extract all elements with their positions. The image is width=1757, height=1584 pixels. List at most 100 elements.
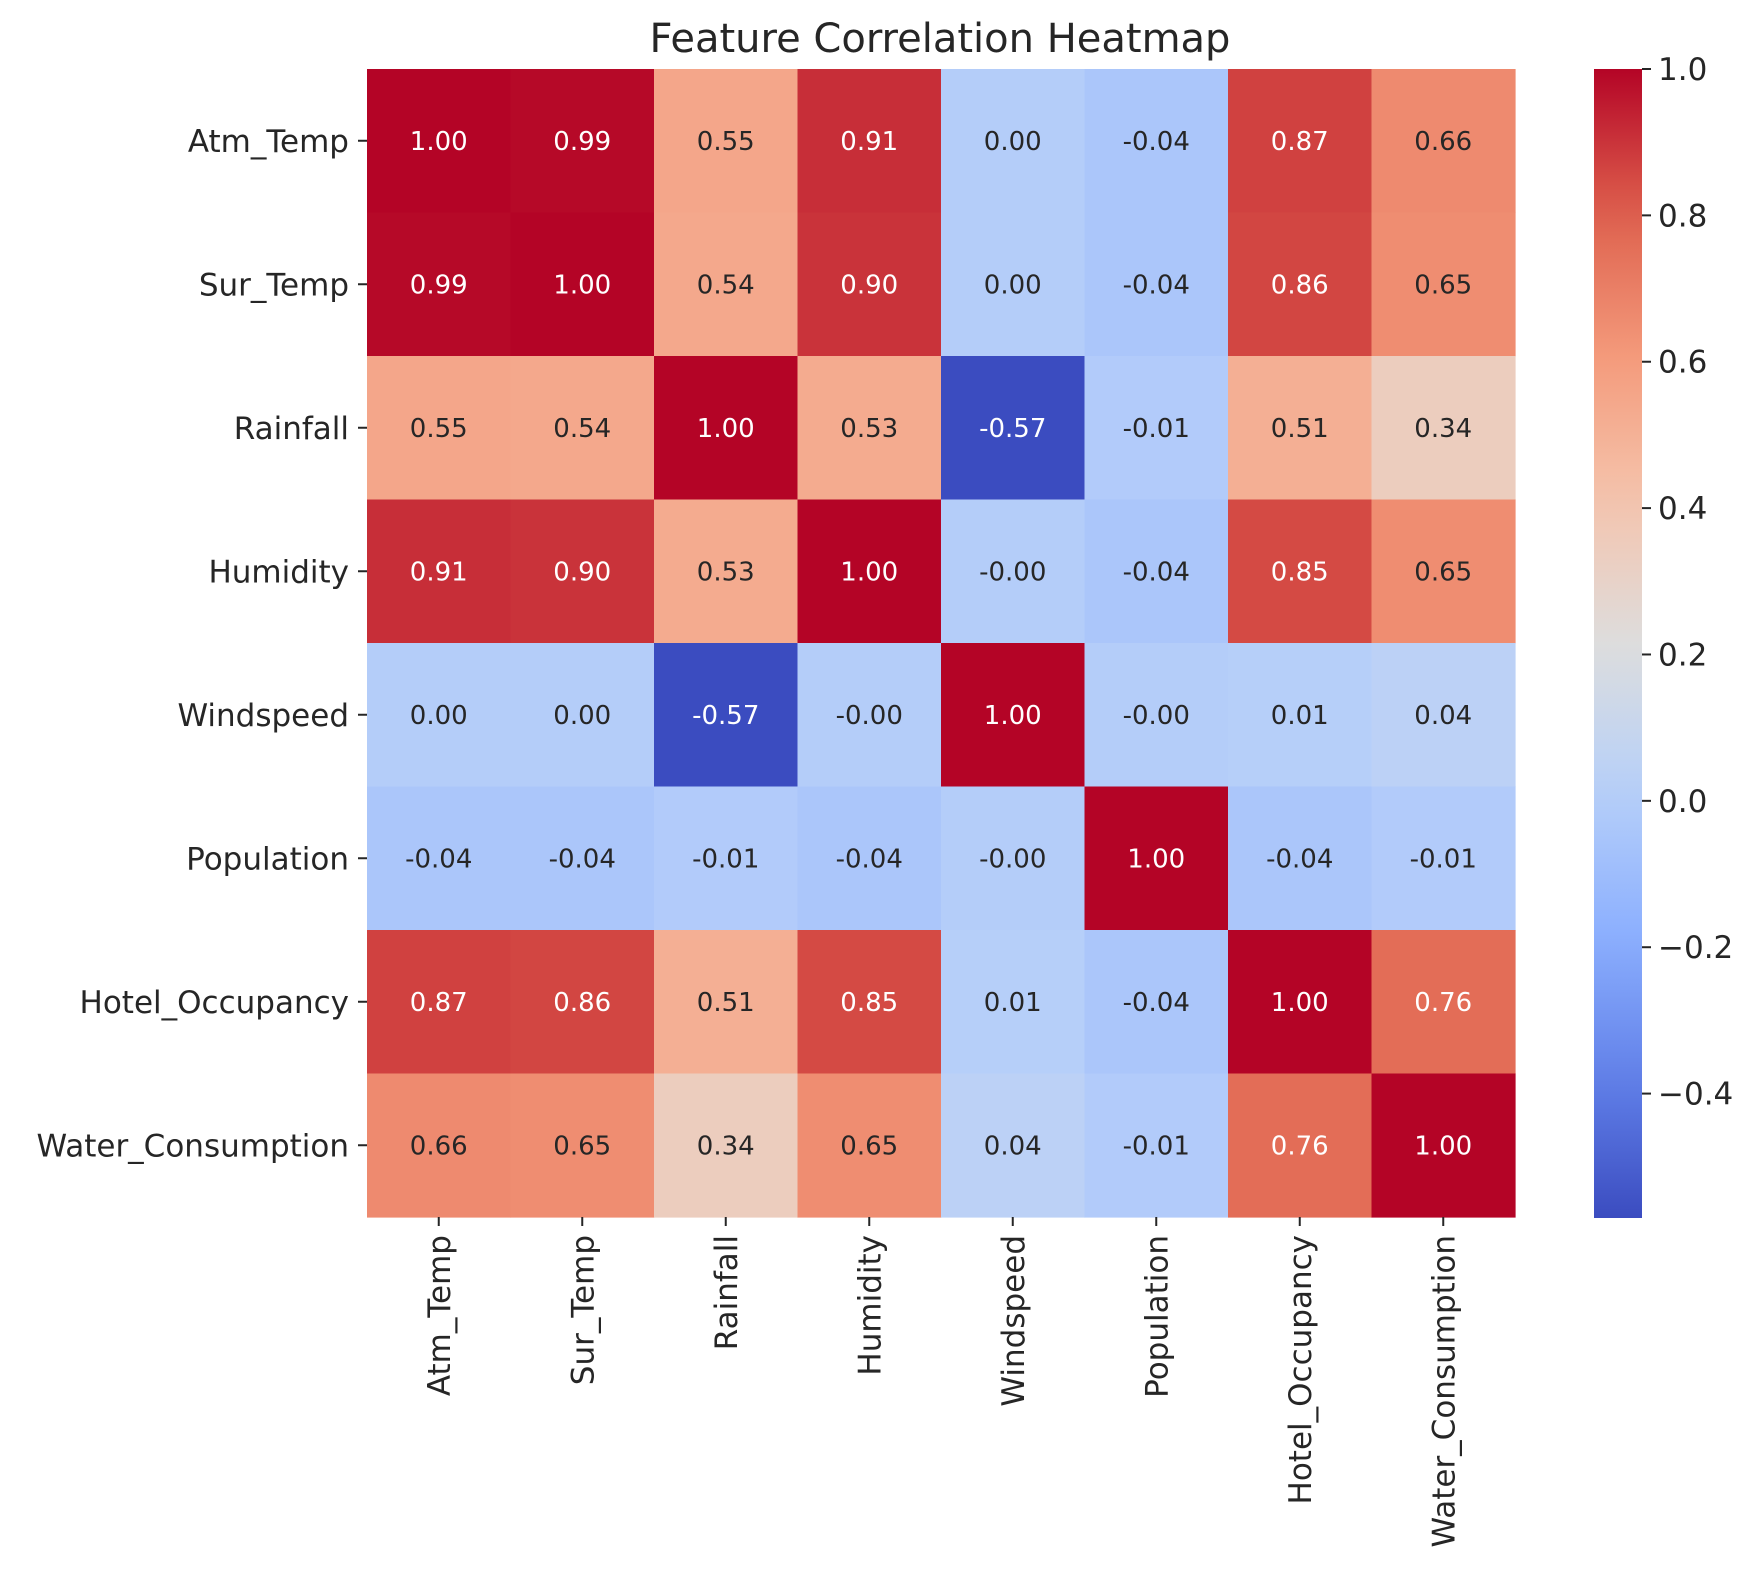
heatmap-cell [1084,1073,1229,1218]
cell-value-label: 0.01 [984,988,1042,1018]
y-tick-label: Water_Consumption [37,1128,349,1164]
cell-value-label: 0.99 [553,127,611,157]
heatmap-cell [510,786,655,931]
cell-value-label: 0.76 [1414,988,1472,1018]
x-axis: Atm_Temp Sur_Temp Rainfall Humidity Windspee… [422,1217,1462,1547]
cell-value-label: 1.00 [984,701,1042,731]
heatmap-cell [1084,212,1229,357]
heatmap-cell [367,643,512,788]
cell-value-label: -0.01 [1123,1131,1190,1161]
heatmap-cell [797,930,942,1075]
cell-value-label: -0.04 [1123,127,1190,157]
cell-value-label: -0.04 [1266,844,1333,874]
cell-value-label: 0.65 [1414,557,1472,587]
chart-title: Feature Correlation Heatmap [650,16,1231,62]
cell-value-label: 0.90 [840,270,898,300]
cell-value-label: -0.57 [979,414,1046,444]
heatmap-annotations: 1.00 0.99 0.55 0.91 0.00 -0.04 0.87 0.66 0.99 1.0… [405,127,1477,1162]
x-tick-label: Hotel_Occupancy [1283,1235,1319,1504]
cell-value-label: 0.51 [697,988,755,1018]
cell-value-label: 0.65 [553,1131,611,1161]
y-tick-label: Sur_Temp [199,267,349,303]
cell-value-label: 0.65 [1414,270,1472,300]
cell-value-label: -0.04 [1123,988,1190,1018]
heatmap-cell [510,643,655,788]
heatmap-cell [510,930,655,1075]
cell-value-label: 0.91 [840,127,898,157]
colorbar-tick-label: 0.8 [1658,198,1707,234]
cell-value-label: -0.00 [1123,701,1190,731]
cell-value-label: 0.00 [984,270,1042,300]
heatmap-cell [941,930,1086,1075]
cell-value-label: 0.65 [840,1131,898,1161]
heatmap-cell [1084,356,1229,501]
heatmap-cell [1371,1073,1516,1218]
heatmap-cell [654,356,799,501]
heatmap-cells [367,69,1516,1218]
cell-value-label: 1.00 [840,557,898,587]
x-tick-label: Population [1139,1235,1175,1398]
colorbar-tick-label: 0.2 [1658,637,1707,673]
cell-value-label: 1.00 [697,414,755,444]
heatmap-cell [797,212,942,357]
heatmap-cell [654,1073,799,1218]
heatmap-cell [1084,69,1229,214]
cell-value-label: 0.76 [1271,1131,1329,1161]
heatmap-cell [797,643,942,788]
cell-value-label: 1.00 [1127,844,1185,874]
cell-value-label: 0.99 [410,270,468,300]
cell-value-label: 1.00 [553,270,611,300]
heatmap-cell [654,786,799,931]
cell-value-label: -0.00 [979,557,1046,587]
colorbar-tick-label: −0.2 [1658,930,1733,966]
heatmap-cell [797,356,942,501]
cell-value-label: 0.86 [1271,270,1329,300]
cell-value-label: -0.00 [979,844,1046,874]
heatmap-cell [797,786,942,931]
y-tick-label: Population [186,841,349,877]
heatmap-cell [1228,356,1373,501]
heatmap-cell [797,1073,942,1218]
colorbar-tick-label: 0.6 [1658,345,1707,381]
cell-value-label: 0.87 [410,988,468,1018]
heatmap-cell [1228,643,1373,788]
cell-value-label: -0.01 [692,844,759,874]
heatmap-cell [367,212,512,357]
y-tick-label: Windspeed [177,698,349,734]
colorbar-tick-label: 0.4 [1658,491,1707,527]
heatmap-cell [1371,499,1516,644]
cell-value-label: -0.01 [1410,844,1477,874]
heatmap-cell [1084,930,1229,1075]
heatmap-cell [797,499,942,644]
heatmap-cell [1371,356,1516,501]
heatmap-cell [510,69,655,214]
cell-value-label: 1.00 [1271,988,1329,1018]
cell-value-label: -0.04 [836,844,903,874]
cell-value-label: 1.00 [410,127,468,157]
cell-value-label: 0.51 [1271,414,1329,444]
cell-value-label: 0.04 [984,1131,1042,1161]
heatmap-cell [367,786,512,931]
heatmap-cell [1228,786,1373,931]
cell-value-label: -0.04 [1123,557,1190,587]
colorbar: 1.0 0.8 0.6 0.4 0.2 0.0 −0.2 −0.4 [1594,52,1733,1218]
heatmap-cell [1228,1073,1373,1218]
cell-value-label: -0.00 [836,701,903,731]
y-tick-label: Hotel_Occupancy [80,985,349,1021]
heatmap-cell [1371,212,1516,357]
heatmap-cell [941,212,1086,357]
colorbar-tick-label: 1.0 [1658,52,1707,88]
cell-value-label: 0.85 [1271,557,1329,587]
cell-value-label: 0.53 [697,557,755,587]
x-tick-label: Sur_Temp [565,1235,601,1385]
heatmap-cell [510,356,655,501]
heatmap-cell [1228,930,1373,1075]
cell-value-label: -0.04 [1123,270,1190,300]
heatmap-cell [1228,69,1373,214]
cell-value-label: 0.34 [1414,414,1472,444]
cell-value-label: 0.86 [553,988,611,1018]
heatmap-cell [1084,643,1229,788]
cell-value-label: 0.00 [553,701,611,731]
heatmap-cell [797,69,942,214]
heatmap-cell [941,643,1086,788]
